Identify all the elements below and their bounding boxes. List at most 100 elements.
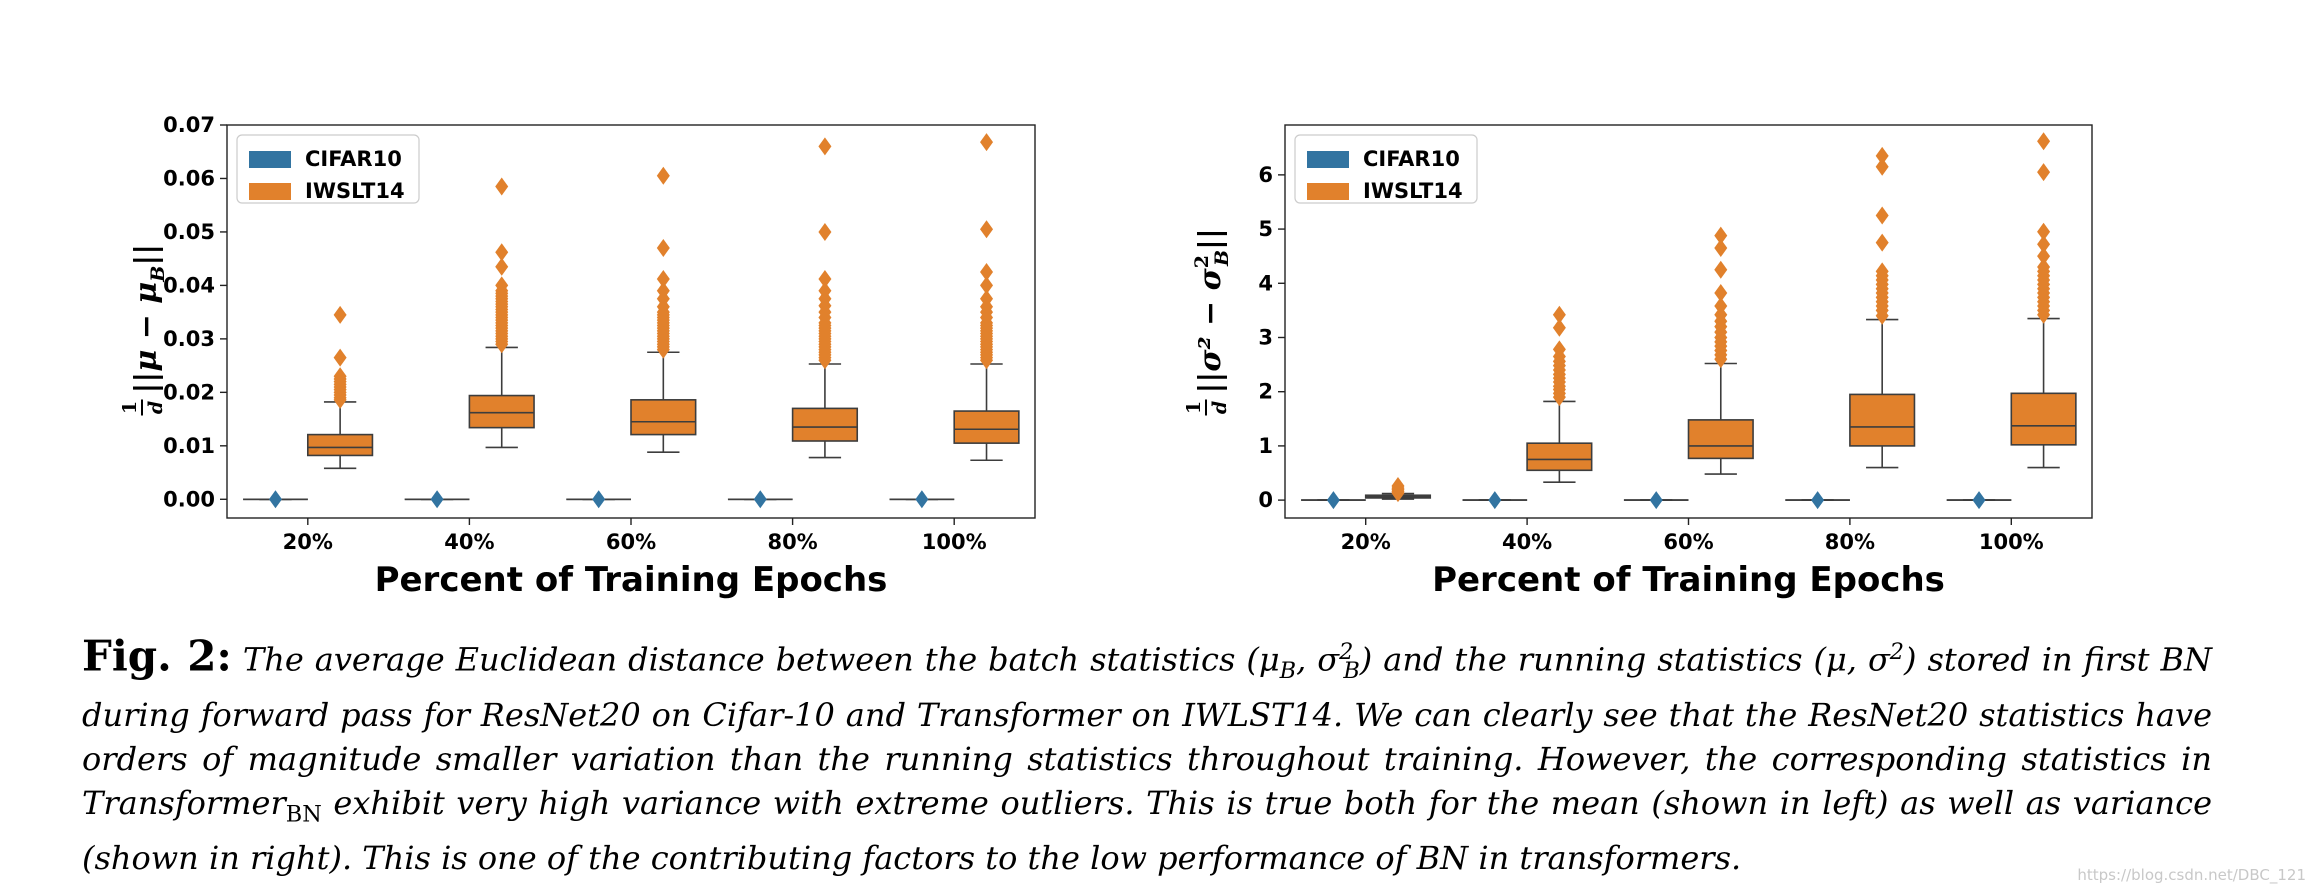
box-iwslt14-2-outlier-22 bbox=[495, 276, 509, 295]
y-label-sub: B bbox=[147, 266, 169, 283]
x-tick-label: 20% bbox=[1341, 530, 1391, 554]
legend-swatch-cifar10 bbox=[249, 151, 291, 168]
y-tick-label: 5 bbox=[1258, 217, 1273, 241]
x-tick-label: 80% bbox=[1825, 530, 1875, 554]
box-iwslt14-3-outlier-13 bbox=[1714, 260, 1728, 279]
caption-sup-2: 2 bbox=[1889, 639, 1905, 665]
box-iwslt14-5-outlier-12 bbox=[2037, 258, 2051, 277]
box-cifar10-3-outlier-1 bbox=[1649, 491, 1663, 510]
box-iwslt14-4-outlier-22 bbox=[818, 222, 832, 241]
x-tick-label: 60% bbox=[1663, 530, 1713, 554]
box-iwslt14-1-outlier-10 bbox=[333, 367, 347, 386]
y-tick-label: 0.02 bbox=[163, 380, 215, 404]
legend-label-iwslt14: IWSLT14 bbox=[305, 179, 405, 203]
x-tick-label: 100% bbox=[1979, 530, 2044, 554]
y-tick-label: 0.05 bbox=[163, 220, 215, 244]
x-tick-label: 40% bbox=[444, 530, 494, 554]
box-iwslt14-4-outlier-14 bbox=[1875, 157, 1889, 176]
box-iwslt14-5-outlier-13 bbox=[2037, 247, 2051, 266]
box-iwslt14-3-outlier-14 bbox=[1714, 239, 1728, 258]
box-iwslt14-2-box bbox=[468, 394, 535, 429]
caption-text-3: ) and the running statistics (μ, σ bbox=[1359, 640, 1890, 679]
box-iwslt14-4-box bbox=[1849, 393, 1916, 447]
box-iwslt14-3-outlier-15 bbox=[1714, 226, 1728, 245]
box-iwslt14-5-outlier-21 bbox=[980, 263, 994, 282]
y-tick-label: 0.01 bbox=[163, 434, 215, 458]
box-iwslt14-5-outlier-16 bbox=[2037, 163, 2051, 182]
box-iwslt14-5-outlier-22 bbox=[980, 220, 994, 239]
y-label-expr: ||μ − μ bbox=[129, 282, 164, 394]
box-iwslt14-1-box bbox=[306, 433, 374, 457]
box-iwslt14-5-outlier-23 bbox=[980, 133, 994, 152]
y-tick-label: 6 bbox=[1258, 163, 1273, 187]
caption-sup-1: 2 bbox=[1339, 639, 1354, 665]
y-label-sup: 2 bbox=[1191, 255, 1213, 268]
y-label-frac-den: d bbox=[145, 401, 167, 414]
y-label-end: || bbox=[1193, 228, 1228, 250]
box-iwslt14-5-box bbox=[2010, 392, 2077, 446]
figure-caption: Fig. 2: The average Euclidean distance b… bbox=[82, 630, 2212, 880]
y-tick-label: 0.06 bbox=[163, 166, 215, 190]
y-label-expr: ||σ² − σ bbox=[1193, 267, 1228, 393]
box-iwslt14-4-outlier-15 bbox=[1875, 146, 1889, 165]
y-axis-label: 1 d ||μ − μB|| bbox=[119, 244, 169, 416]
legend-label-cifar10: CIFAR10 bbox=[1363, 147, 1460, 171]
box-iwslt14-1-outlier-12 bbox=[333, 305, 347, 324]
box-iwslt14-2-outlier-14 bbox=[1552, 305, 1566, 324]
box-iwslt14-4-outlier-20 bbox=[818, 281, 832, 300]
x-tick-label: 40% bbox=[1502, 530, 1552, 554]
x-tick-label: 100% bbox=[922, 530, 987, 554]
box-iwslt14-3-outlier-21 bbox=[656, 166, 670, 185]
box-iwslt14-2-outlier-12 bbox=[1552, 340, 1566, 359]
box-cifar10-4-outlier-1 bbox=[753, 490, 767, 509]
box-iwslt14-2-outlier-13 bbox=[1552, 318, 1566, 337]
box-iwslt14-5-outlier-14 bbox=[2037, 235, 2051, 254]
box-iwslt14-5-box bbox=[953, 410, 1020, 444]
y-tick-label: 0.04 bbox=[163, 273, 215, 297]
box-iwslt14-5-outlier-19 bbox=[980, 289, 994, 308]
box-iwslt14-2-outlier-25 bbox=[495, 177, 509, 196]
box-iwslt14-1-outlier-5 bbox=[1391, 477, 1405, 496]
caption-text-5: exhibit very high variance with extreme … bbox=[82, 784, 2212, 878]
box-iwslt14-1-outlier-11 bbox=[333, 348, 347, 367]
box-iwslt14-2-outlier-24 bbox=[495, 243, 509, 262]
caption-label: Fig. 2: bbox=[82, 631, 232, 681]
box-iwslt14-3-outlier-12 bbox=[1714, 284, 1728, 303]
caption-sub-b1: B bbox=[1279, 658, 1297, 685]
y-label-end: || bbox=[129, 244, 164, 266]
y-tick-label: 4 bbox=[1258, 271, 1273, 295]
box-iwslt14-2-outlier-23 bbox=[495, 257, 509, 276]
legend-label-cifar10: CIFAR10 bbox=[305, 147, 402, 171]
box-cifar10-5-outlier-1 bbox=[915, 490, 929, 509]
box-iwslt14-3-outlier-20 bbox=[656, 238, 670, 257]
legend-swatch-iwslt14 bbox=[1307, 183, 1349, 200]
y-label-sub: B bbox=[1211, 250, 1233, 267]
box-iwslt14-3-outlier-11 bbox=[1714, 297, 1728, 316]
box-cifar10-2-outlier-1 bbox=[1488, 491, 1502, 510]
x-tick-label: 60% bbox=[606, 530, 656, 554]
legend-swatch-cifar10 bbox=[1307, 151, 1349, 168]
box-cifar10-2-outlier-1 bbox=[430, 490, 444, 509]
box-iwslt14-4-outlier-13 bbox=[1875, 206, 1889, 225]
box-iwslt14-3-outlier-18 bbox=[656, 281, 670, 300]
box-iwslt14-4-outlier-23 bbox=[818, 137, 832, 156]
caption-text-4: ) stored in first BN during forward pass… bbox=[82, 640, 2213, 823]
box-iwslt14-4-outlier-12 bbox=[1875, 233, 1889, 252]
y-tick-label: 0.03 bbox=[163, 327, 215, 351]
y-tick-label: 0 bbox=[1258, 488, 1273, 512]
box-iwslt14-5-outlier-15 bbox=[2037, 222, 2051, 241]
box-iwslt14-3-box bbox=[1687, 419, 1754, 460]
y-tick-label: 0.00 bbox=[163, 487, 215, 511]
box-iwslt14-2-box bbox=[1526, 442, 1593, 472]
caption-sub-b2: B bbox=[1343, 658, 1360, 685]
y-tick-label: 0.07 bbox=[163, 113, 215, 137]
box-cifar10-3-outlier-1 bbox=[592, 490, 606, 509]
x-axis-label: Percent of Training Epochs bbox=[1432, 560, 1945, 600]
box-iwslt14-3-box bbox=[630, 399, 697, 436]
y-label-frac-den: d bbox=[1209, 401, 1231, 414]
caption-text-1: The average Euclidean distance between t… bbox=[242, 640, 1280, 679]
x-tick-label: 80% bbox=[767, 530, 817, 554]
box-cifar10-4-outlier-1 bbox=[1811, 491, 1825, 510]
caption-sub-bn: BN bbox=[285, 801, 322, 828]
